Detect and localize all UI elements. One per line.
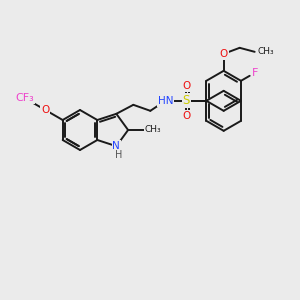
Text: O: O: [182, 111, 190, 121]
Text: O: O: [220, 49, 228, 59]
Text: S: S: [183, 94, 190, 107]
Text: CH₃: CH₃: [258, 47, 274, 56]
Text: CH₃: CH₃: [145, 125, 161, 134]
Text: HN: HN: [158, 96, 173, 106]
Text: O: O: [41, 105, 50, 115]
Text: F: F: [252, 68, 258, 78]
Text: N: N: [112, 141, 120, 151]
Text: CF₃: CF₃: [15, 93, 34, 103]
Text: O: O: [182, 81, 190, 91]
Text: H: H: [116, 150, 123, 160]
